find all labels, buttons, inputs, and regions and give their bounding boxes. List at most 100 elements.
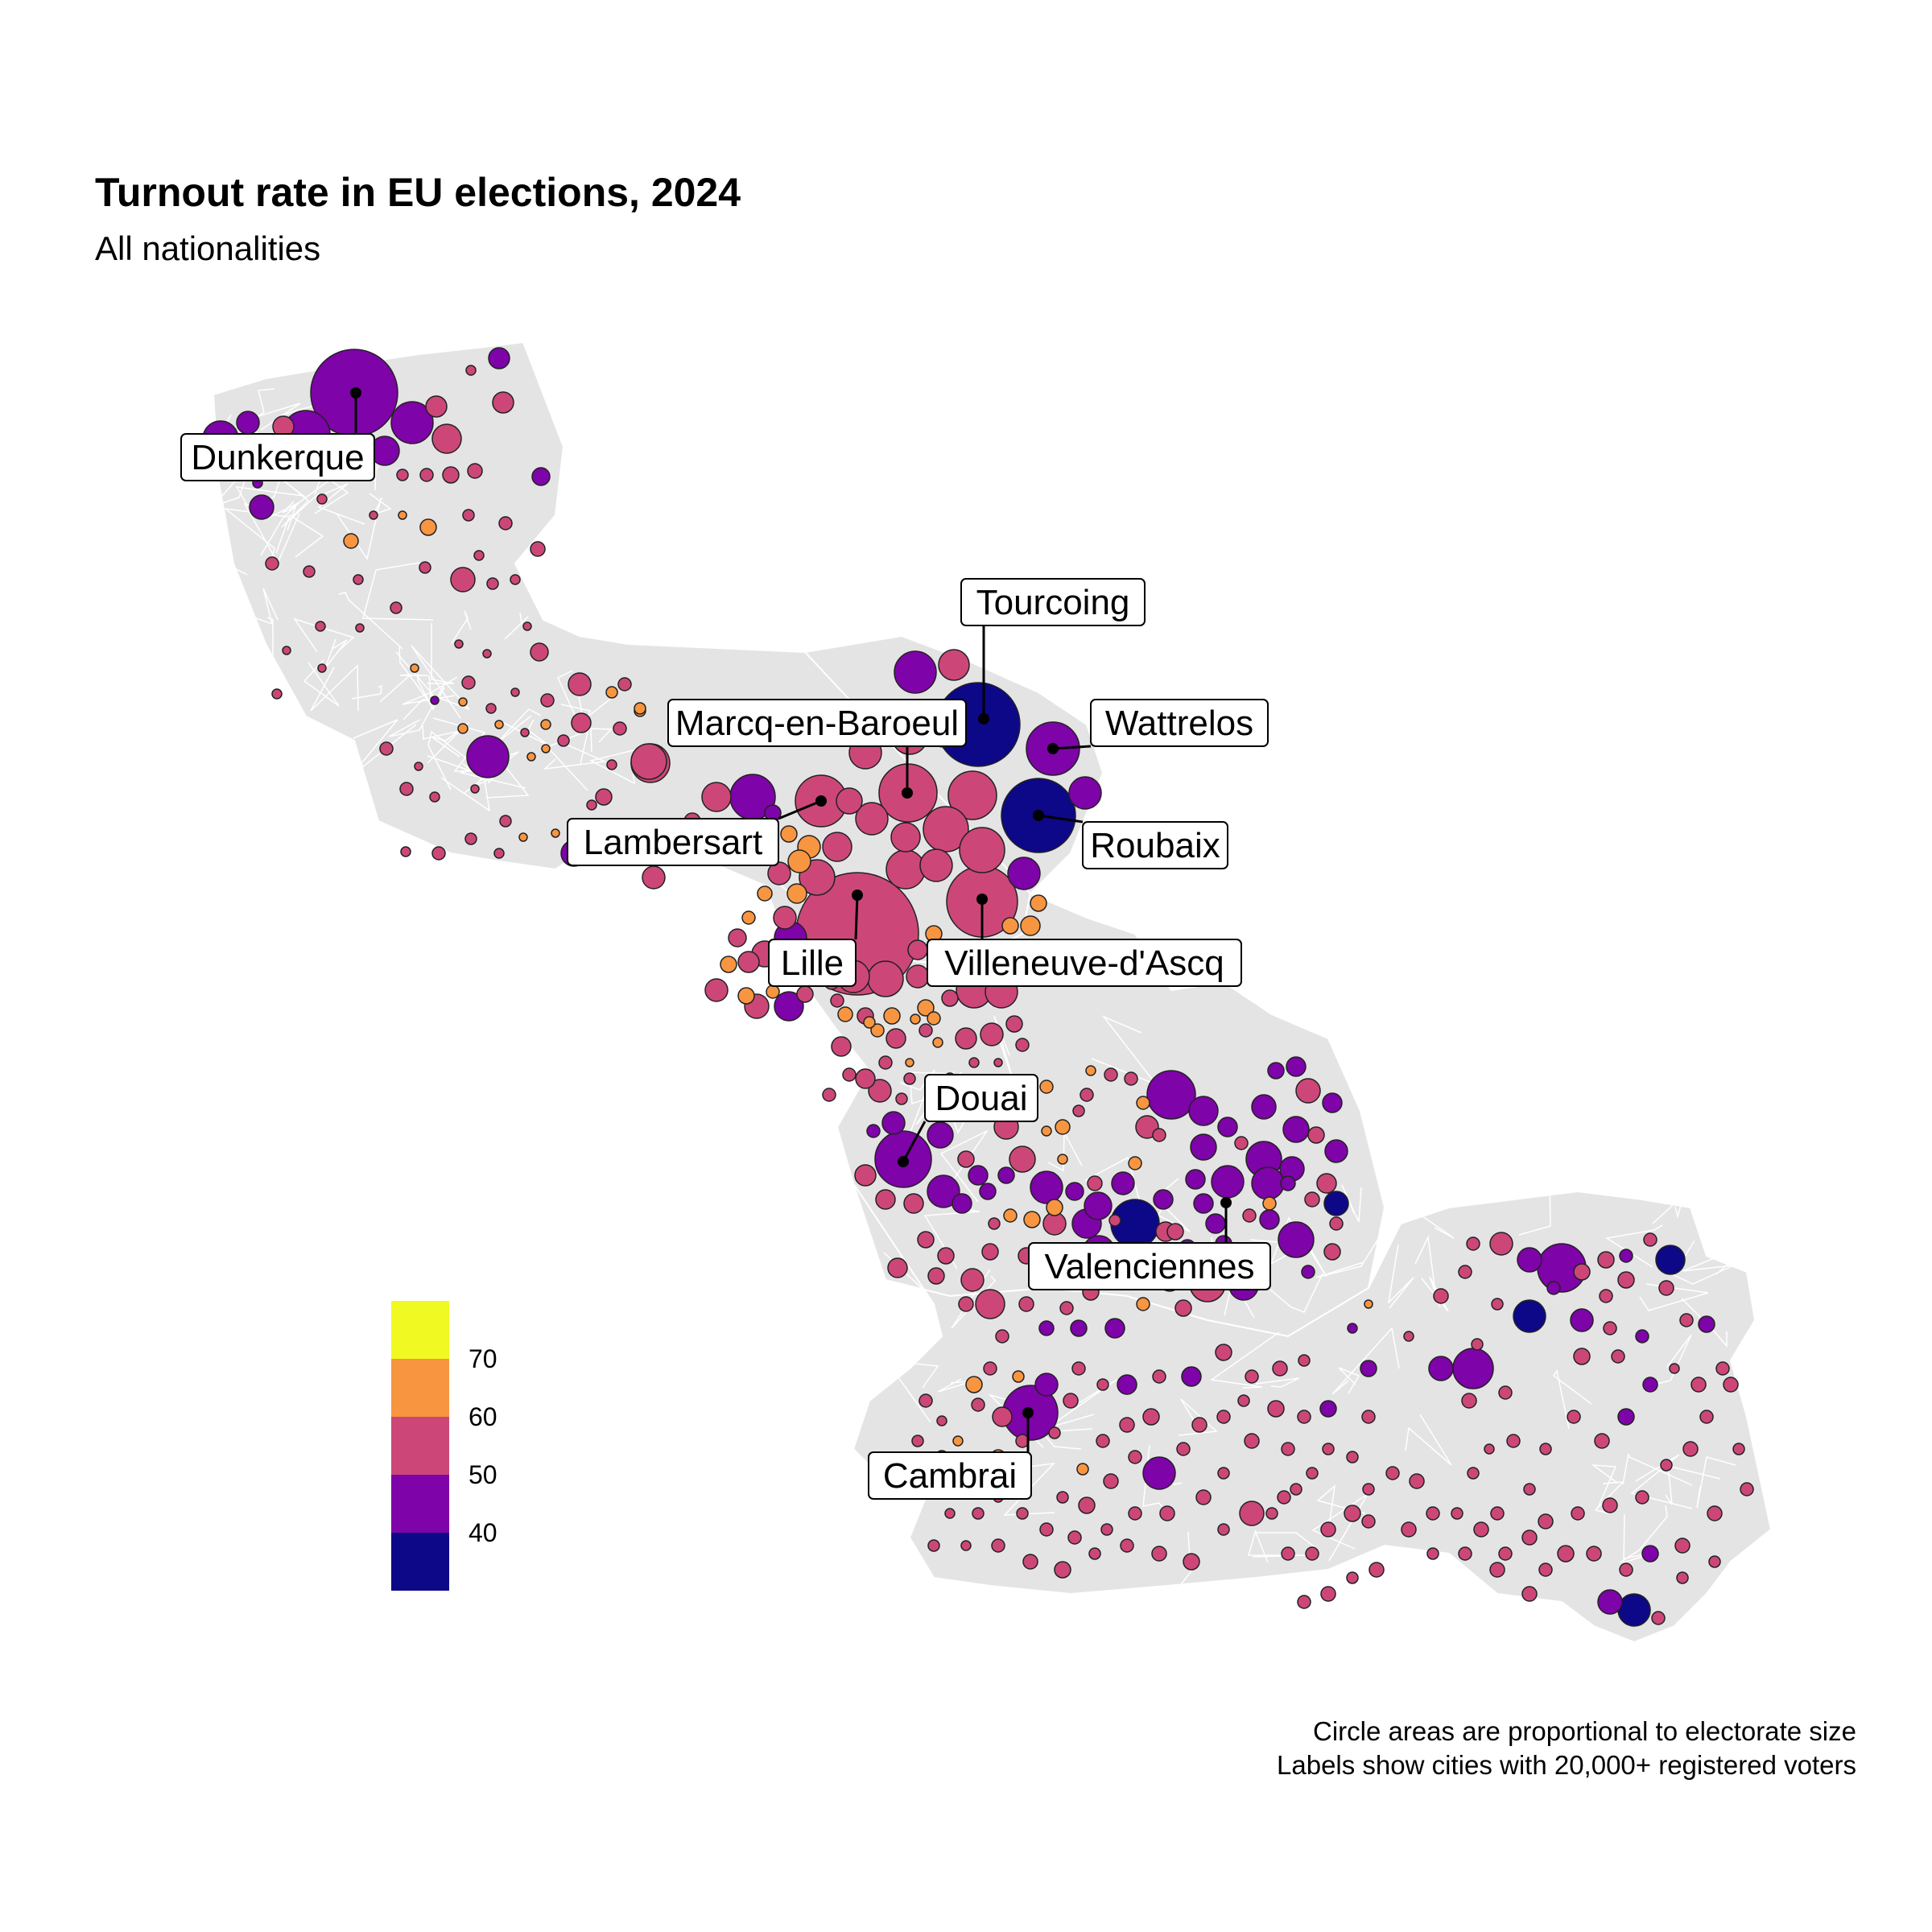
commune-bubble [486, 577, 499, 590]
commune-bubble [498, 516, 513, 530]
commune-bubble [842, 1067, 857, 1082]
commune-bubble [1297, 1595, 1311, 1609]
commune-bubble [1018, 1296, 1034, 1312]
commune-bubble [906, 964, 930, 989]
city-dot [1033, 810, 1044, 821]
commune-bubble [1316, 1173, 1337, 1194]
commune-bubble [1513, 1299, 1546, 1333]
commune-bubble [774, 991, 804, 1022]
commune-border [1404, 1199, 1463, 1239]
commune-bubble [492, 391, 514, 414]
commune-bubble [1451, 1507, 1463, 1520]
commune-bubble [1136, 1297, 1150, 1311]
city-name: Dunkerque [191, 438, 364, 477]
city-label: Lambersart [567, 795, 827, 866]
commune-bubble [1065, 1182, 1084, 1201]
commune-bubble [1048, 1426, 1061, 1439]
commune-bubble [1471, 1338, 1484, 1351]
commune-border [1639, 1283, 1709, 1311]
commune-bubble [488, 347, 510, 369]
commune-bubble [595, 788, 613, 806]
commune-bubble [1103, 1473, 1119, 1489]
commune-bubble [396, 469, 409, 481]
commune-bubble [1597, 1589, 1623, 1615]
label-box [667, 699, 967, 747]
commune-border [1331, 1327, 1400, 1395]
commune-bubble [1216, 1410, 1231, 1424]
commune-bubble [886, 849, 926, 890]
commune-bubble [766, 985, 780, 999]
commune-bubble [1603, 1321, 1617, 1335]
commune-border [580, 728, 613, 765]
commune-border [1255, 1377, 1300, 1388]
commune-bubble [499, 815, 512, 828]
commune-bubble [955, 1027, 977, 1050]
commune-bubble [737, 987, 755, 1005]
legend-swatch [391, 1533, 449, 1591]
commune-bubble [1234, 1136, 1249, 1150]
commune-bubble [1070, 1319, 1088, 1337]
city-label: Cambrai [868, 1407, 1034, 1500]
commune-bubble [1426, 1547, 1439, 1560]
commune-bubble [1466, 1236, 1480, 1251]
commune-bubble [1304, 1191, 1320, 1208]
commune-bubble [1320, 1586, 1336, 1602]
commune-bubble [932, 1037, 943, 1048]
commune-bubble [1245, 1369, 1259, 1384]
commune-bubble [390, 401, 434, 444]
commune-bubble [1690, 1377, 1707, 1393]
commune-border [282, 501, 297, 531]
commune-bubble [419, 468, 434, 482]
commune-bubble [1136, 1096, 1150, 1110]
commune-bubble [890, 822, 921, 852]
commune-border [217, 785, 282, 832]
legend-swatch [391, 1475, 449, 1533]
commune-border [431, 722, 469, 758]
city-name: Lambersart [584, 823, 763, 862]
commune-bubble [1001, 917, 1019, 935]
commune-bubble [1076, 1463, 1089, 1476]
commune-bubble [1619, 1563, 1633, 1577]
commune-bubble [454, 639, 464, 649]
commune-bubble [1280, 1175, 1296, 1191]
commune-bubble [470, 784, 480, 794]
commune-bubble [991, 1538, 1005, 1553]
commune-bubble [541, 744, 551, 753]
commune-bubble [1009, 1146, 1036, 1173]
commune-bubble [1642, 1377, 1658, 1393]
label-leader-line [902, 1121, 927, 1162]
commune-bubble [1015, 1038, 1030, 1052]
commune-bubble [701, 782, 732, 812]
commune-bubble [467, 463, 483, 479]
legend-tick-label: 40 [469, 1518, 497, 1547]
commune-border [276, 724, 308, 782]
commune-bubble [1567, 1410, 1581, 1424]
commune-bubble [1108, 1214, 1121, 1227]
commune-bubble [1655, 1245, 1686, 1275]
commune-bubble [1242, 1208, 1257, 1223]
chart-subtitle: All nationalities [95, 229, 321, 267]
commune-border [398, 646, 432, 708]
commune-bubble [1557, 1545, 1575, 1563]
commune-bubble [1016, 1507, 1029, 1520]
commune-bubble [1708, 1555, 1721, 1568]
commune-bubble [917, 999, 935, 1017]
commune-bubble [1087, 1175, 1103, 1191]
commune-bubble [1041, 1125, 1052, 1137]
legend-ticks: 40 50 60 70 [469, 1344, 497, 1547]
commune-bubble [1272, 1360, 1288, 1377]
commune-border [874, 1331, 923, 1377]
commune-border [1681, 1298, 1728, 1348]
label-box [1090, 699, 1269, 747]
city-dot [852, 890, 863, 901]
commune-bubble [941, 989, 959, 1007]
commune-bubble [1602, 1497, 1618, 1513]
commune-bubble [1322, 1092, 1343, 1113]
legend-swatch [391, 1301, 449, 1359]
commune-bubble [1267, 1400, 1285, 1418]
commune-border [937, 1378, 976, 1393]
commune-bubble [419, 518, 437, 536]
commune-bubble [1193, 1193, 1214, 1214]
commune-bubble [531, 467, 551, 486]
